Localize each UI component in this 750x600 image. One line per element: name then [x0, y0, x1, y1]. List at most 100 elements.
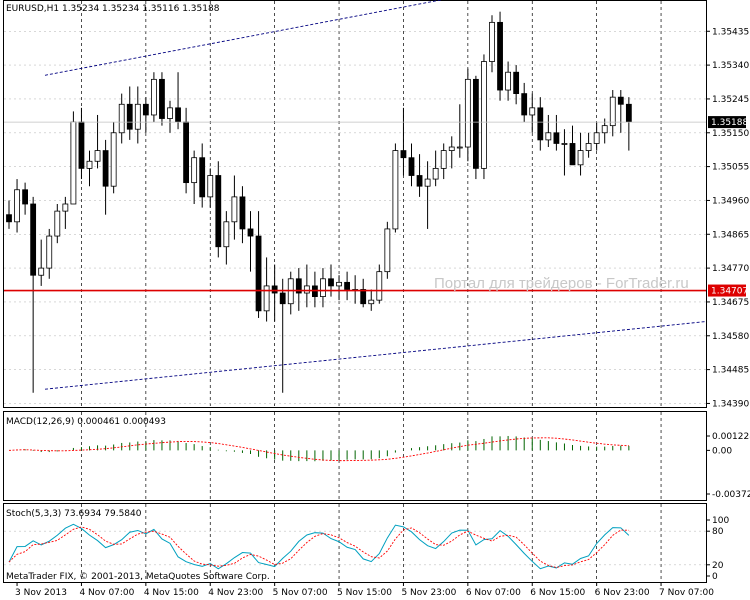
- stoch-header: Stoch(5,3,3) 73.6934 79.5840: [6, 509, 142, 519]
- time-label: 6 Nov 07:00: [466, 588, 521, 598]
- candle: [344, 271, 351, 301]
- candle: [497, 11, 503, 101]
- candle: [239, 186, 246, 244]
- candle: [400, 107, 407, 176]
- candle: [86, 150, 93, 187]
- candle: [609, 90, 616, 137]
- current-price-box: [708, 116, 746, 129]
- candle: [46, 228, 53, 279]
- candle: [384, 221, 391, 279]
- candle: [223, 211, 230, 265]
- candle: [191, 150, 198, 204]
- price-label: 1.35150: [712, 129, 749, 139]
- candle: [448, 136, 455, 169]
- time-label: 5 Nov 23:00: [401, 588, 456, 598]
- candle: [593, 122, 600, 151]
- price-label: 1.34580: [712, 332, 749, 342]
- stoch-label: 80: [712, 527, 724, 537]
- price-label: 1.35245: [712, 95, 749, 105]
- price-label: 1.34960: [712, 196, 749, 206]
- candle: [569, 125, 576, 166]
- candle: [513, 65, 520, 105]
- candle: [70, 111, 77, 205]
- candle: [231, 175, 238, 240]
- candle: [215, 161, 222, 258]
- price-label: 1.34865: [712, 230, 749, 240]
- candle: [601, 118, 608, 144]
- candle: [207, 168, 214, 208]
- time-label: 3 Nov 2013: [15, 588, 67, 598]
- candle: [392, 143, 399, 233]
- candle: [561, 129, 568, 176]
- candle: [585, 132, 592, 158]
- stoch-label: 100: [712, 516, 729, 526]
- candle: [440, 143, 447, 180]
- candles: [6, 11, 632, 393]
- time-label: 5 Nov 15:00: [337, 588, 392, 598]
- time-label: 4 Nov 07:00: [79, 588, 134, 598]
- candle: [94, 114, 101, 169]
- line-price-box: [708, 284, 746, 297]
- candle: [255, 211, 262, 318]
- time-label: 4 Nov 15:00: [144, 588, 199, 598]
- stoch-label: 0: [712, 572, 718, 582]
- current-price-label: 1.35188: [711, 118, 748, 128]
- time-label: 5 Nov 07:00: [273, 588, 328, 598]
- horizontal-line[interactable]: 1.34707 1.35188: [4, 116, 748, 297]
- candle: [62, 196, 69, 229]
- candle: [464, 68, 471, 162]
- price-label: 1.34770: [712, 264, 749, 274]
- candle: [481, 54, 487, 180]
- time-label: 6 Nov 23:00: [595, 588, 650, 598]
- candle: [159, 72, 165, 126]
- candle: [432, 150, 439, 187]
- macd-signal-line: [8, 437, 629, 462]
- axis-labels: 3 Nov 2013 4 Nov 07:00 4 Nov 15:00 4 Nov 23…: [15, 27, 750, 598]
- candle: [167, 100, 173, 133]
- candle: [14, 179, 20, 233]
- price-label: 1.35340: [712, 61, 749, 71]
- candle: [279, 278, 286, 393]
- candle: [271, 264, 278, 322]
- candle: [617, 90, 624, 133]
- candle: [336, 275, 342, 301]
- line-price-label: 1.34707: [711, 287, 748, 297]
- candle: [54, 204, 61, 244]
- candle: [199, 143, 206, 208]
- candle: [110, 122, 117, 194]
- price-label: 1.34675: [712, 298, 749, 308]
- candle: [408, 143, 415, 187]
- stoch-series: [4, 523, 706, 570]
- candle: [134, 86, 141, 144]
- candle: [416, 154, 423, 197]
- price-label: 1.35055: [712, 163, 749, 173]
- price-label: 1.35435: [712, 27, 749, 37]
- candle: [142, 97, 149, 133]
- candle: [489, 15, 495, 73]
- candle: [553, 114, 560, 151]
- macd-series: [8, 435, 630, 462]
- trend-channel[interactable]: [44, 0, 707, 390]
- candle: [521, 82, 528, 123]
- candle: [376, 264, 383, 304]
- macd-label: 0.001228: [712, 432, 750, 442]
- price-label: 1.34390: [712, 399, 749, 409]
- candle: [150, 72, 157, 123]
- candle: [102, 139, 109, 215]
- copyright-text: MetaTrader FIX, © 2001-2013, MetaQuotes …: [6, 572, 270, 582]
- candle: [295, 268, 302, 311]
- time-label: 6 Nov 15:00: [530, 588, 585, 598]
- channel-upper-line: [44, 0, 443, 76]
- main-panel[interactable]: [3, 0, 707, 408]
- candle: [472, 75, 479, 180]
- stoch-panel[interactable]: [3, 503, 707, 583]
- stoch-signal-line: [8, 526, 629, 569]
- candle: [456, 104, 463, 158]
- candle: [247, 211, 254, 272]
- candle: [505, 61, 512, 101]
- watermark: Портал для трейдеров - ForTrader.ru: [434, 275, 689, 292]
- candle: [22, 182, 29, 215]
- candle: [360, 278, 367, 308]
- time-label: 7 Nov 07:00: [659, 588, 714, 598]
